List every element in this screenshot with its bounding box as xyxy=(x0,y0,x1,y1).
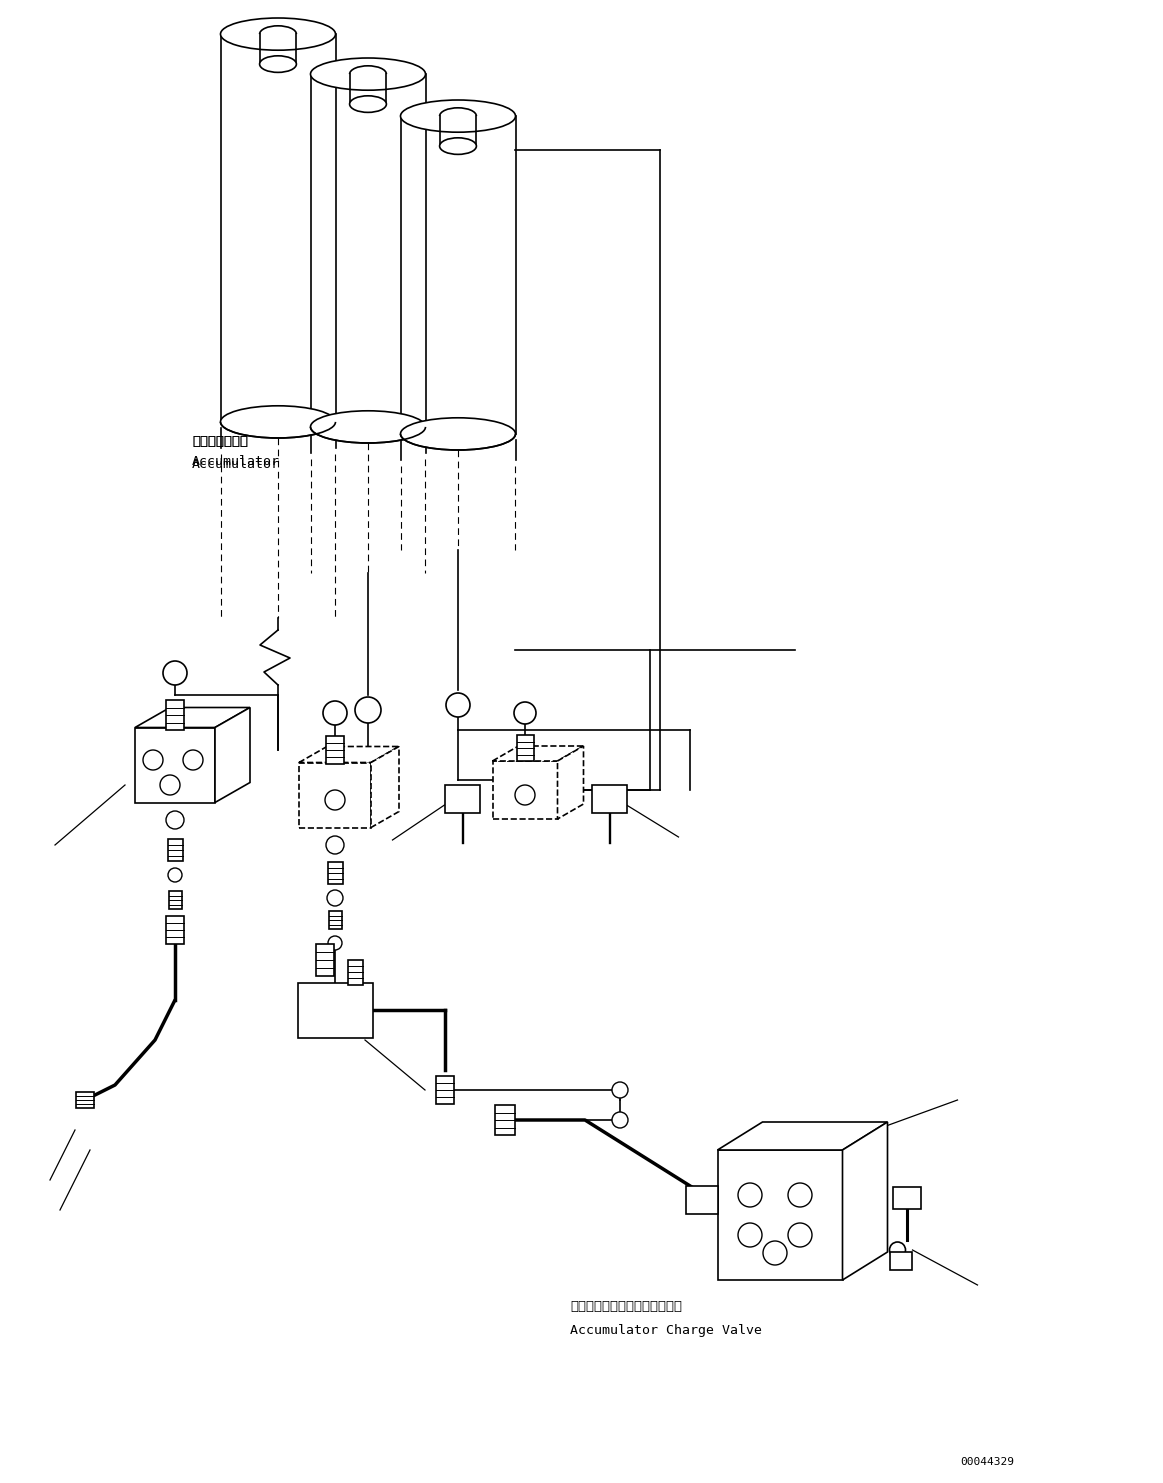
Bar xyxy=(436,1077,454,1103)
Bar xyxy=(348,960,363,985)
Bar xyxy=(892,1186,920,1209)
Polygon shape xyxy=(842,1123,887,1280)
Polygon shape xyxy=(215,707,250,802)
Bar xyxy=(76,1091,94,1108)
Polygon shape xyxy=(299,746,399,762)
Circle shape xyxy=(324,790,345,810)
Ellipse shape xyxy=(400,99,515,132)
Circle shape xyxy=(763,1241,787,1265)
Text: アキュムレータ: アキュムレータ xyxy=(192,435,248,448)
Polygon shape xyxy=(718,1123,887,1149)
Ellipse shape xyxy=(400,418,515,449)
Bar xyxy=(328,911,342,928)
Bar xyxy=(516,736,534,761)
Ellipse shape xyxy=(221,406,335,437)
Bar xyxy=(166,700,184,730)
Bar xyxy=(135,728,215,802)
Bar xyxy=(685,1186,718,1215)
Circle shape xyxy=(163,661,187,685)
Text: Accumulator: Accumulator xyxy=(192,458,280,472)
Circle shape xyxy=(515,785,535,805)
Text: アキュムレータチャージバルブ: アキュムレータチャージバルブ xyxy=(570,1301,682,1312)
Bar xyxy=(328,862,342,884)
Text: Accumulator: Accumulator xyxy=(192,455,280,469)
Circle shape xyxy=(183,750,204,770)
Circle shape xyxy=(789,1223,812,1247)
Bar xyxy=(495,1105,515,1134)
Circle shape xyxy=(739,1183,762,1207)
Circle shape xyxy=(437,1083,454,1097)
Circle shape xyxy=(327,890,343,906)
Ellipse shape xyxy=(440,138,477,154)
Polygon shape xyxy=(371,746,399,828)
Ellipse shape xyxy=(259,56,297,73)
Circle shape xyxy=(160,776,180,795)
Bar xyxy=(298,983,372,1038)
Bar xyxy=(492,761,557,819)
Ellipse shape xyxy=(311,411,426,443)
Circle shape xyxy=(890,1241,906,1258)
Circle shape xyxy=(739,1223,762,1247)
Circle shape xyxy=(514,701,536,724)
Polygon shape xyxy=(135,707,250,728)
Bar xyxy=(169,891,181,909)
Bar xyxy=(166,916,184,945)
Circle shape xyxy=(323,701,347,725)
Circle shape xyxy=(166,811,184,829)
Circle shape xyxy=(143,750,163,770)
Bar xyxy=(326,736,344,764)
Text: 00044329: 00044329 xyxy=(959,1456,1014,1467)
Bar xyxy=(890,1252,912,1269)
Ellipse shape xyxy=(221,18,335,50)
Circle shape xyxy=(355,697,381,724)
Circle shape xyxy=(167,868,181,882)
Bar xyxy=(718,1149,842,1280)
Ellipse shape xyxy=(350,96,386,113)
Circle shape xyxy=(328,936,342,951)
Polygon shape xyxy=(492,746,584,761)
Circle shape xyxy=(326,836,344,854)
Ellipse shape xyxy=(311,58,426,90)
Polygon shape xyxy=(557,746,584,819)
Bar xyxy=(167,839,183,862)
Text: Accumulator Charge Valve: Accumulator Charge Valve xyxy=(570,1324,762,1338)
Bar xyxy=(316,945,334,976)
Circle shape xyxy=(789,1183,812,1207)
Bar xyxy=(592,785,627,813)
Circle shape xyxy=(445,693,470,716)
Bar xyxy=(444,785,479,813)
Circle shape xyxy=(612,1083,628,1097)
Circle shape xyxy=(612,1112,628,1129)
Bar xyxy=(299,762,371,828)
Text: アキュムレータ: アキュムレータ xyxy=(192,435,248,448)
